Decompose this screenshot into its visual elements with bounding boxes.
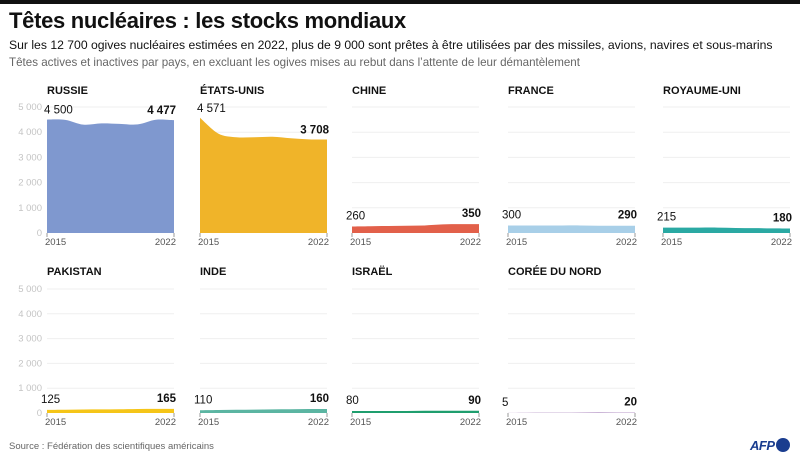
- x-tick-label: 2022: [460, 237, 481, 248]
- afp-logo: AFP: [750, 437, 790, 453]
- panel-title: INDE: [200, 266, 226, 278]
- top-bar: [0, 0, 800, 4]
- x-tick-label: 2015: [198, 417, 219, 428]
- start-value-label: 300: [502, 209, 521, 221]
- x-tick-label: 2015: [506, 417, 527, 428]
- end-value-label: 20: [624, 397, 637, 409]
- page-subtitle: Sur les 12 700 ogives nucléaires estimée…: [9, 38, 773, 52]
- x-tick-label: 2022: [616, 237, 637, 248]
- end-value-label: 4 477: [147, 105, 176, 117]
- panel-israel: ISRAËL 2015 2022 80 90: [346, 265, 481, 428]
- area-israel: [352, 410, 479, 413]
- end-value-label: 180: [773, 212, 792, 224]
- end-value-label: 290: [618, 210, 637, 222]
- x-tick-label: 2015: [350, 417, 371, 428]
- panel-title: RUSSIE: [47, 85, 88, 97]
- start-value-label: 215: [657, 212, 676, 224]
- area-russie: [47, 119, 174, 233]
- panel-title: ISRAËL: [352, 265, 393, 278]
- panel-title: CORÉE DU NORD: [508, 265, 602, 278]
- panel-title: ÉTATS-UNIS: [200, 84, 264, 97]
- x-tick-label: 2022: [155, 237, 176, 248]
- y-tick-label: 3 000: [18, 152, 42, 163]
- x-tick-label: 2022: [308, 417, 329, 428]
- end-value-label: 160: [310, 393, 329, 405]
- area-france: [508, 225, 635, 233]
- panel-france: FRANCE 2015 2022 300 290: [502, 85, 637, 248]
- x-tick-label: 2015: [198, 237, 219, 248]
- panel-royaume-uni: ROYAUME-UNI 2015 2022 215 180: [657, 85, 792, 248]
- y-tick-label: 5 000: [18, 102, 42, 113]
- y-tick-label: 1 000: [18, 203, 42, 214]
- x-tick-label: 2022: [616, 417, 637, 428]
- x-tick-label: 2022: [771, 237, 792, 248]
- y-tick-label: 3 000: [18, 334, 42, 345]
- page-description: Têtes actives et inactives par pays, en …: [9, 56, 580, 69]
- panel-title: FRANCE: [508, 85, 554, 97]
- y-tick-label: 4 000: [18, 309, 42, 320]
- y-tick-label: 1 000: [18, 383, 42, 394]
- panel-chine: CHINE 2015 2022 260 350: [346, 85, 481, 248]
- y-tick-label: 2 000: [18, 358, 42, 369]
- x-tick-label: 2022: [460, 417, 481, 428]
- start-value-label: 260: [346, 210, 365, 222]
- start-value-label: 125: [41, 394, 60, 406]
- x-tick-label: 2022: [155, 417, 176, 428]
- y-tick-label: 0: [37, 228, 42, 239]
- start-value-label: 4 571: [197, 103, 226, 115]
- y-tick-label: 2 000: [18, 178, 42, 189]
- area-royaume-uni: [663, 227, 790, 233]
- x-tick-label: 2015: [45, 237, 66, 248]
- area-chine: [352, 224, 479, 233]
- y-tick-label: 4 000: [18, 127, 42, 138]
- afp-logo-text: AFP: [750, 437, 775, 453]
- afp-logo-dot-icon: [775, 438, 790, 452]
- x-tick-label: 2015: [661, 237, 682, 248]
- panel-etats-unis: ÉTATS-UNIS 2015 2022 4 571 3 708: [197, 84, 330, 248]
- end-value-label: 165: [157, 393, 177, 405]
- x-tick-label: 2022: [308, 237, 329, 248]
- panel-title: ROYAUME-UNI: [663, 85, 741, 97]
- end-value-label: 90: [468, 395, 481, 407]
- source-note: Source : Fédération des scientifiques am…: [9, 441, 214, 452]
- end-value-label: 350: [462, 208, 481, 220]
- panel-title: PAKISTAN: [47, 266, 102, 278]
- start-value-label: 4 500: [44, 105, 73, 117]
- panel-coree-du-nord: CORÉE DU NORD 2015 2022 5 20: [502, 265, 637, 428]
- area-coree-du-nord: [508, 412, 635, 413]
- y-tick-label: 5 000: [18, 284, 42, 295]
- panel-pakistan: PAKISTAN 0 1 000 2 000 3 000 4 000 5 000 2015 20…: [18, 266, 176, 428]
- y-tick-label: 0: [37, 408, 42, 419]
- end-value-label: 3 708: [300, 125, 329, 137]
- panel-title: CHINE: [352, 85, 386, 97]
- panel-inde: INDE 2015 2022 110 160: [194, 266, 329, 428]
- start-value-label: 5: [502, 397, 508, 409]
- area-etats-unis: [200, 117, 327, 233]
- area-pakistan: [47, 408, 174, 413]
- x-tick-label: 2015: [506, 237, 527, 248]
- start-value-label: 80: [346, 395, 359, 407]
- area-inde: [200, 409, 327, 413]
- x-tick-label: 2015: [350, 237, 371, 248]
- x-tick-label: 2015: [45, 417, 66, 428]
- page-title: Têtes nucléaires : les stocks mondiaux: [9, 8, 406, 33]
- panel-russie: RUSSIE 0 1 000 2 000 3 000 4 000 5 000 2015 2022…: [18, 85, 176, 248]
- start-value-label: 110: [194, 394, 212, 406]
